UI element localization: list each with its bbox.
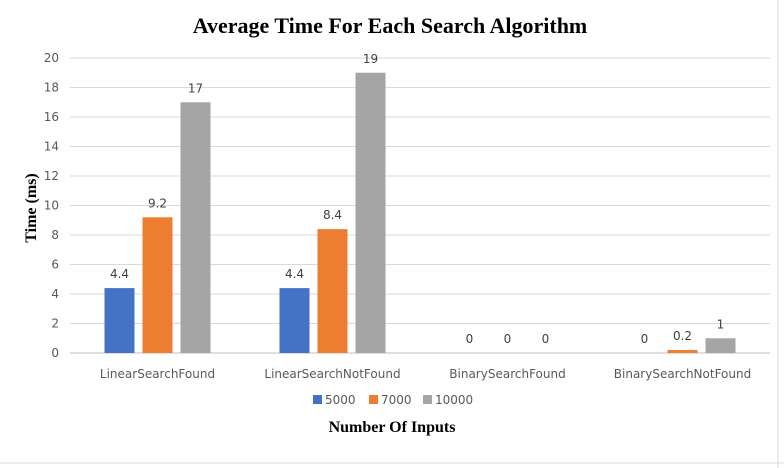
legend-swatch-7000 [369,395,378,404]
bars [104,72,736,353]
category-label: BinarySearchFound [449,367,565,381]
x-axis-title: Number Of Inputs [329,419,456,436]
category-label: LinearSearchNotFound [264,367,400,381]
bar-10000-LinearSearchNotFound [355,72,386,353]
bar-10000-BinarySearchNotFound [705,338,736,353]
category-labels: LinearSearchFound LinearSearchNotFound Bin… [100,367,751,381]
y-tick-label: 8 [51,228,59,242]
bar-10000-LinearSearchFound [180,102,211,353]
legend-swatch-5000 [313,395,322,404]
legend-label: 10000 [435,393,473,407]
bar-7000-BinarySearchNotFound [667,350,698,353]
legend-swatch-10000 [423,395,432,404]
legend: 5000 7000 10000 [313,393,473,407]
bar-5000-LinearSearchNotFound [279,288,310,353]
y-tick-label: 16 [44,110,59,124]
data-label: 8.4 [323,208,342,222]
data-label: 0 [466,332,474,346]
chart-title: Average Time For Each Search Algorithm [193,13,588,38]
gridlines [70,57,770,354]
data-label: 0.2 [673,329,692,343]
category-label: LinearSearchFound [100,367,215,381]
data-label: 19 [363,52,378,66]
bar-7000-LinearSearchNotFound [317,229,348,353]
bar-5000-LinearSearchFound [104,288,135,353]
y-axis-title: Time (ms) [23,173,40,242]
data-label: 0 [641,332,649,346]
y-tick-label: 0 [51,346,59,360]
y-tick-label: 4 [51,287,59,301]
category-label: BinarySearchNotFound [614,367,751,381]
y-tick-label: 14 [44,140,59,154]
data-label: 1 [717,317,725,331]
y-tick-label: 20 [44,51,59,65]
data-label: 4.4 [285,267,304,281]
y-tick-label: 10 [44,199,59,213]
data-label: 17 [188,81,203,95]
data-label: 4.4 [110,267,129,281]
legend-label: 5000 [325,393,356,407]
data-labels: 4.4 9.2 17 4.4 8.4 19 0 0 0 0 0.2 1 [110,52,724,346]
data-label: 0 [504,332,512,346]
legend-label: 7000 [381,393,412,407]
y-tick-label: 2 [51,317,59,331]
y-tick-label: 6 [51,258,59,272]
bar-7000-LinearSearchFound [142,217,173,353]
y-tick-label: 18 [44,81,59,95]
data-label: 9.2 [148,196,167,210]
y-tick-labels: 0 2 4 6 8 10 12 14 16 18 20 [44,51,59,360]
y-tick-label: 12 [44,169,59,183]
data-label: 0 [542,332,550,346]
